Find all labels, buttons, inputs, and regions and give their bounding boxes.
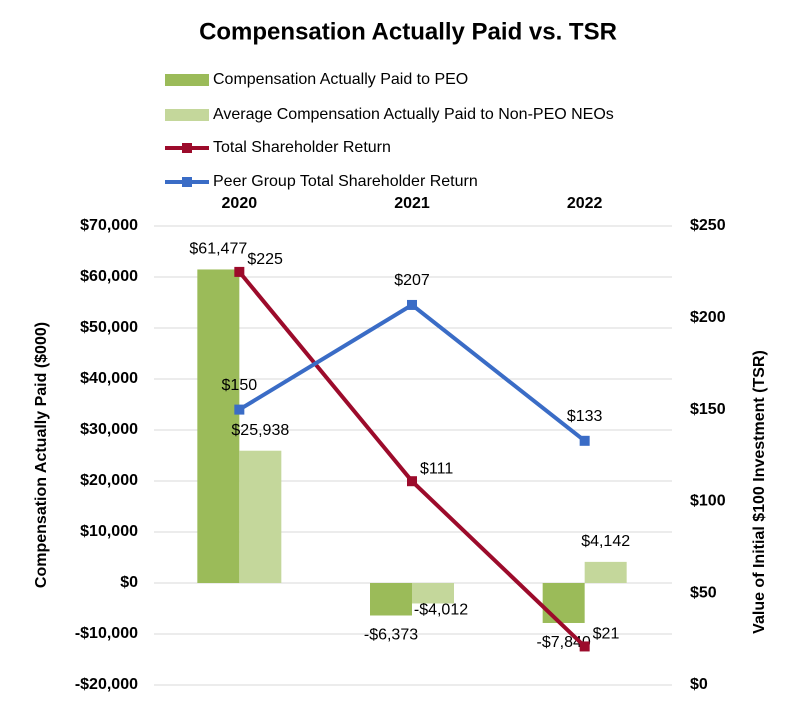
- line-marker: [234, 404, 245, 415]
- y2-tick-label: $250: [690, 217, 726, 234]
- data-label: $150: [222, 377, 258, 394]
- y2-axis-title: Value of Initial $100 Investment (TSR): [751, 350, 768, 634]
- y-tick-label: $70,000: [80, 217, 138, 234]
- y-tick-label: $30,000: [80, 421, 138, 438]
- chart-title: Compensation Actually Paid vs. TSR: [199, 18, 617, 45]
- y2-tick-label: $150: [690, 401, 726, 418]
- legend-label: Total Shareholder Return: [213, 139, 391, 156]
- legend-swatch: [165, 74, 209, 86]
- legend-swatch: [182, 143, 192, 153]
- data-label: $225: [247, 251, 283, 268]
- bar: [584, 561, 627, 583]
- y-tick-label: $0: [120, 574, 138, 591]
- data-label: -$4,012: [414, 602, 468, 619]
- x-tick-label: 2020: [222, 195, 258, 212]
- line-marker: [407, 476, 417, 487]
- data-label: $111: [420, 460, 453, 477]
- line-marker: [407, 299, 417, 310]
- data-label: -$6,373: [364, 627, 418, 644]
- data-label: $25,938: [231, 422, 289, 439]
- legend-label: Compensation Actually Paid to PEO: [213, 71, 468, 88]
- y-tick-label: -$10,000: [75, 625, 138, 642]
- bar: [370, 583, 412, 616]
- bar: [239, 450, 282, 583]
- legend-swatch: [165, 109, 209, 121]
- line-marker: [579, 435, 590, 446]
- y2-tick-label: $0: [690, 676, 708, 693]
- data-label: $207: [394, 272, 430, 289]
- y-tick-label: $60,000: [80, 268, 138, 285]
- line-marker: [234, 266, 245, 277]
- x-tick-label: 2022: [567, 195, 603, 212]
- legend-label: Peer Group Total Shareholder Return: [213, 173, 478, 190]
- bar: [197, 269, 240, 583]
- data-label: $21: [593, 626, 620, 643]
- y-tick-label: $40,000: [80, 370, 138, 387]
- y-tick-label: $20,000: [80, 472, 138, 489]
- y-tick-label: -$20,000: [75, 676, 138, 693]
- x-tick-label: 2021: [394, 195, 430, 212]
- line-marker: [579, 641, 590, 652]
- line: [238, 302, 586, 443]
- data-label: $133: [567, 408, 603, 425]
- y-tick-label: $10,000: [80, 523, 138, 540]
- data-label: $4,142: [581, 533, 630, 550]
- y-tick-label: $50,000: [80, 319, 138, 336]
- bar: [412, 583, 454, 604]
- y2-tick-label: $100: [690, 493, 726, 510]
- data-label: $61,477: [189, 241, 247, 258]
- bar: [542, 583, 585, 623]
- legend-label: Average Compensation Actually Paid to No…: [213, 106, 614, 123]
- y-axis-title: Compensation Actually Paid ($000): [33, 322, 50, 588]
- y2-tick-label: $50: [690, 584, 717, 601]
- legend-swatch: [182, 177, 192, 187]
- y2-tick-label: $200: [690, 309, 726, 326]
